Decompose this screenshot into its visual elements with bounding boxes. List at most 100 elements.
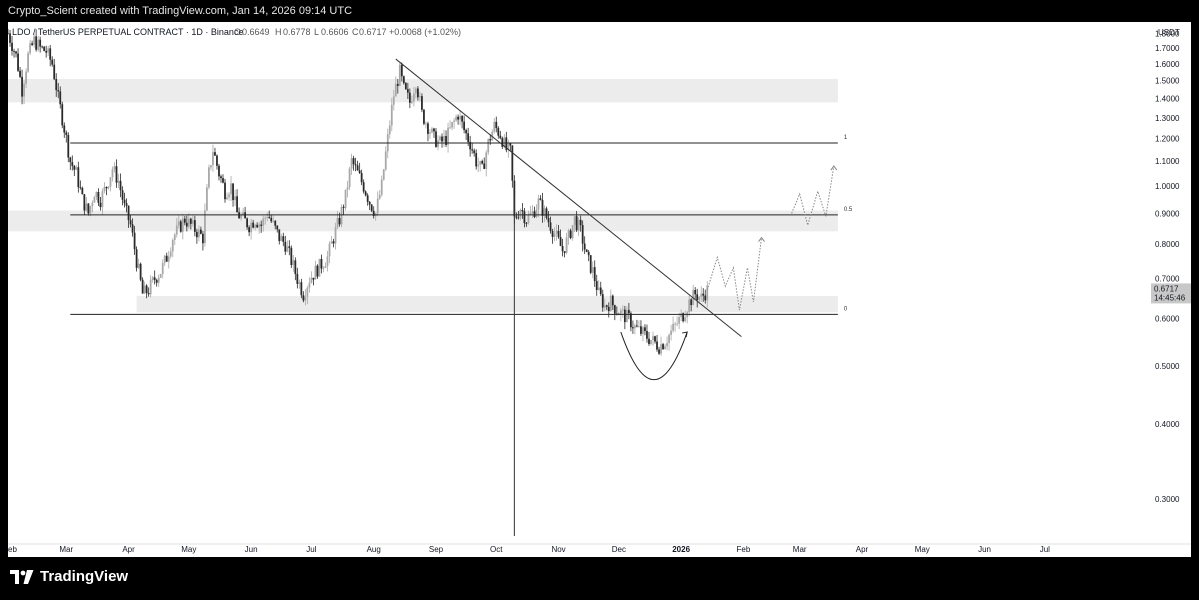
candle-body xyxy=(139,263,142,280)
candle-body xyxy=(51,59,54,65)
y-tick-label: 1.1000 xyxy=(1155,157,1180,166)
candle-body xyxy=(352,158,355,165)
candle-body xyxy=(83,194,86,211)
candle-body xyxy=(378,194,381,199)
candle-body xyxy=(45,50,48,53)
candle-body xyxy=(47,48,50,53)
candle-body xyxy=(535,209,538,218)
candle-body xyxy=(326,256,329,267)
candle-body xyxy=(27,53,29,72)
candle-body xyxy=(348,168,351,188)
candle-body xyxy=(398,64,401,86)
candle-body xyxy=(135,249,138,268)
chart-panel[interactable]: 1.8000 1.7000 1.6000 1.5000 1.4000 1.3000 1.20… xyxy=(8,22,1191,557)
candle-body xyxy=(294,260,297,274)
candle-body xyxy=(340,206,343,225)
candle-body xyxy=(437,140,439,147)
candle-body xyxy=(123,199,126,204)
candle-body xyxy=(593,267,596,282)
candle-body xyxy=(336,218,339,228)
candle-body xyxy=(439,136,441,141)
candle-body xyxy=(509,143,512,146)
candle-body xyxy=(35,36,38,50)
candle-body xyxy=(302,295,305,301)
candle-body xyxy=(419,96,421,98)
candle-body xyxy=(541,199,544,216)
candle-body xyxy=(358,170,361,174)
x-tick-label: Aug xyxy=(367,545,381,554)
price-chart[interactable]: 1.8000 1.7000 1.6000 1.5000 1.4000 1.3000 1.20… xyxy=(8,22,1191,557)
candle-body xyxy=(505,137,508,151)
candle-body xyxy=(587,251,590,256)
candle-body xyxy=(670,330,672,335)
candle-body xyxy=(157,277,160,283)
candle-body xyxy=(390,104,393,126)
candle-body xyxy=(65,132,68,135)
candle-body xyxy=(354,164,357,166)
candle-body xyxy=(662,344,664,350)
candle-body xyxy=(585,249,588,252)
candle-body xyxy=(425,123,427,125)
candle-body xyxy=(204,210,206,244)
x-tick-label: Jul xyxy=(306,545,316,554)
candle-body xyxy=(338,218,341,225)
candle-body xyxy=(41,46,44,48)
candle-body xyxy=(133,232,136,250)
x-tick-label: Apr xyxy=(856,545,869,554)
candle-body xyxy=(31,43,34,45)
candle-body xyxy=(29,43,32,54)
candle-body xyxy=(147,293,150,295)
candle-body xyxy=(557,230,560,238)
candle-body xyxy=(105,187,108,189)
candle-body xyxy=(388,125,391,135)
candle-body xyxy=(539,198,542,200)
tradingview-logo[interactable]: TradingView xyxy=(10,568,128,585)
candle-body xyxy=(441,136,443,142)
candle-body xyxy=(547,217,550,223)
candle-body xyxy=(589,255,592,273)
candle-body xyxy=(39,39,42,47)
candle-body xyxy=(674,323,677,325)
candle-body xyxy=(129,220,132,225)
candle-body xyxy=(435,131,437,147)
candle-body xyxy=(107,186,110,189)
candle-body xyxy=(346,187,349,190)
brand-name: TradingView xyxy=(40,568,129,585)
fib-level-label: 1 xyxy=(844,135,848,141)
legend-change: +0.0068 (+1.02%) xyxy=(389,27,461,37)
candle-body xyxy=(242,212,244,216)
candle-body xyxy=(228,194,230,198)
last-price-tag xyxy=(1151,283,1191,304)
candle-body xyxy=(117,180,120,183)
candle-body xyxy=(262,218,265,226)
candle-body xyxy=(529,213,532,215)
candle-body xyxy=(410,101,413,103)
candle-body xyxy=(623,309,626,323)
candle-body xyxy=(497,128,500,136)
candle-body xyxy=(256,224,259,228)
candle-body xyxy=(551,230,554,237)
candle-body xyxy=(23,83,25,97)
candle-body xyxy=(525,223,528,224)
candle-body xyxy=(654,336,656,342)
candle-body xyxy=(274,220,277,226)
candle-body xyxy=(519,210,522,218)
candle-body xyxy=(676,323,679,325)
candle-body xyxy=(652,336,654,341)
candle-body xyxy=(210,165,212,168)
candle-body xyxy=(250,222,253,233)
candle-body xyxy=(483,163,486,169)
candle-body xyxy=(555,230,558,234)
candle-body xyxy=(306,287,309,297)
candle-body xyxy=(694,289,697,295)
y-tick-label: 1.5000 xyxy=(1155,77,1180,86)
candle-body xyxy=(414,88,417,94)
candle-body xyxy=(101,191,104,208)
candle-body xyxy=(455,116,457,121)
candle-body xyxy=(571,225,574,239)
candle-body xyxy=(159,274,162,278)
candle-body xyxy=(549,222,552,231)
candle-body xyxy=(688,299,691,313)
candle-body xyxy=(97,192,100,203)
candle-body xyxy=(447,127,449,145)
